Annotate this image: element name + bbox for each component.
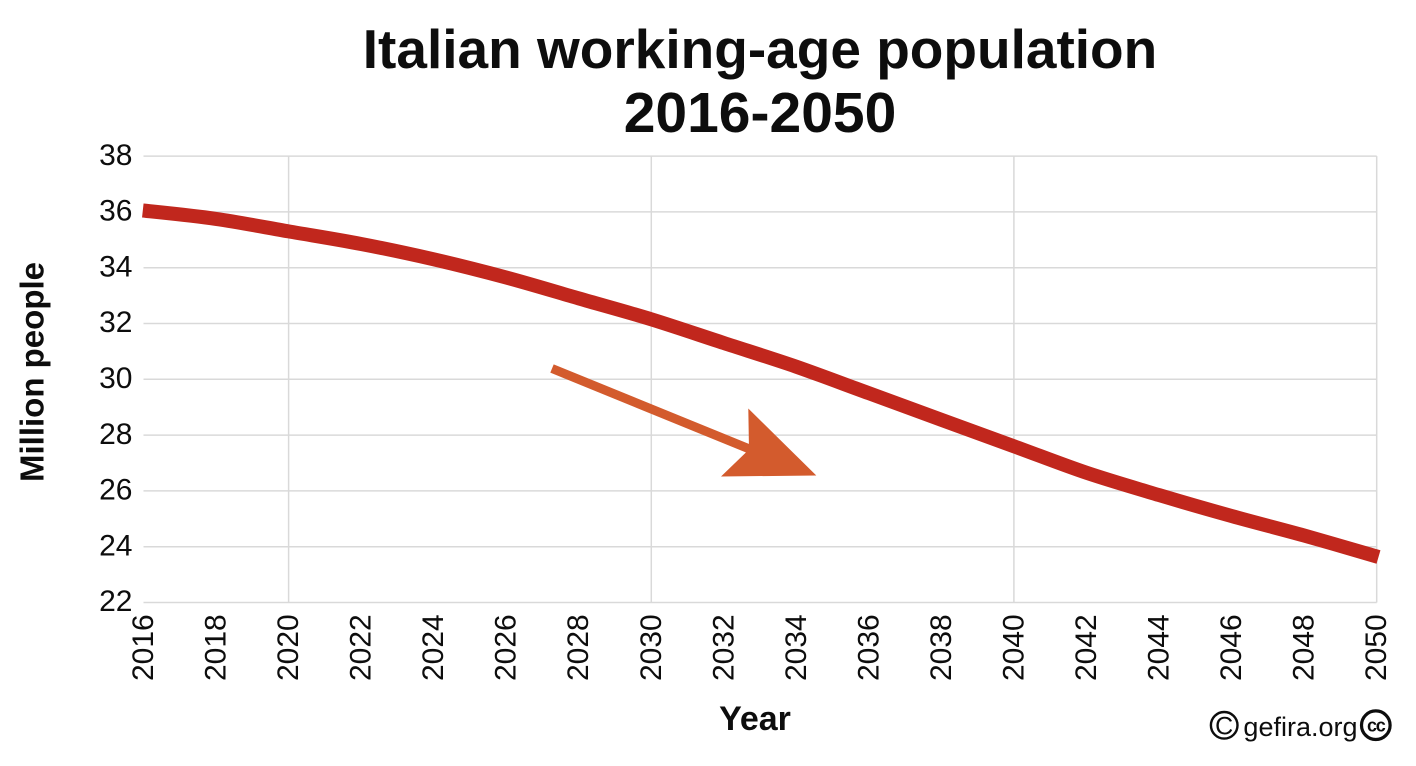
svg-text:32: 32 xyxy=(99,306,132,339)
svg-text:2022: 2022 xyxy=(345,614,378,681)
svg-text:2026: 2026 xyxy=(490,614,523,681)
svg-text:Italian working-age population: Italian working-age population xyxy=(363,18,1157,80)
svg-text:2036: 2036 xyxy=(852,614,885,681)
svg-text:2018: 2018 xyxy=(200,614,233,681)
svg-text:Million people: Million people xyxy=(14,262,51,482)
svg-text:2024: 2024 xyxy=(417,614,450,681)
svg-text:2032: 2032 xyxy=(707,614,740,681)
svg-text:2028: 2028 xyxy=(562,614,595,681)
svg-text:2034: 2034 xyxy=(780,614,813,681)
svg-text:gefira.org: gefira.org xyxy=(1243,712,1357,742)
svg-text:2048: 2048 xyxy=(1288,614,1321,681)
svg-text:2020: 2020 xyxy=(272,614,305,681)
svg-text:36: 36 xyxy=(99,195,132,228)
svg-text:2016-2050: 2016-2050 xyxy=(624,81,897,145)
svg-text:2016: 2016 xyxy=(127,614,160,681)
svg-text:C: C xyxy=(1215,712,1233,740)
svg-text:cc: cc xyxy=(1367,716,1386,736)
svg-text:2040: 2040 xyxy=(998,614,1031,681)
svg-text:24: 24 xyxy=(99,529,132,562)
svg-text:30: 30 xyxy=(99,362,132,395)
svg-text:Year: Year xyxy=(719,700,791,738)
svg-text:28: 28 xyxy=(99,418,132,451)
svg-text:2030: 2030 xyxy=(635,614,668,681)
svg-text:2042: 2042 xyxy=(1070,614,1103,681)
svg-text:34: 34 xyxy=(99,250,132,283)
svg-text:2046: 2046 xyxy=(1215,614,1248,681)
svg-text:2044: 2044 xyxy=(1143,614,1176,681)
svg-text:38: 38 xyxy=(99,139,132,172)
svg-text:22: 22 xyxy=(99,585,132,618)
svg-text:2038: 2038 xyxy=(925,614,958,681)
svg-text:2050: 2050 xyxy=(1360,614,1393,681)
svg-text:26: 26 xyxy=(99,474,132,507)
